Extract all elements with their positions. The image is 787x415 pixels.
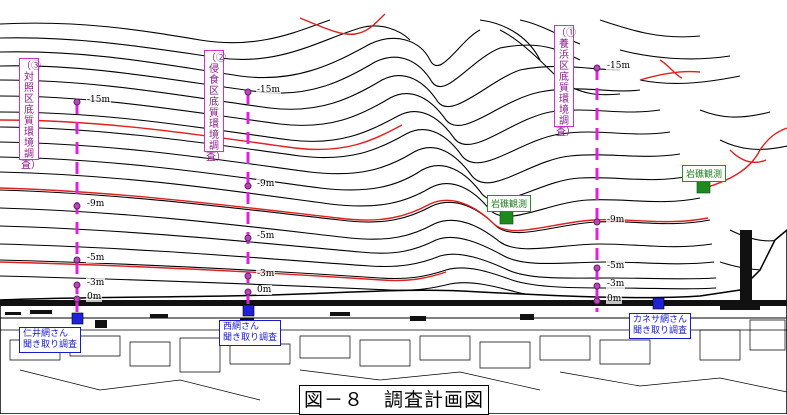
bathymetric-contours — [0, 19, 787, 300]
depth-label: -3m — [86, 278, 106, 288]
depth-label: -5m — [86, 253, 106, 263]
interview-name: カネサ網さん — [633, 315, 688, 325]
interview-type: 聞き取り調査 — [223, 333, 278, 343]
depth-label: -15m — [86, 95, 112, 105]
depth-label: -9m — [606, 215, 626, 225]
depth-label: -3m — [606, 279, 626, 289]
depth-label: -15m — [256, 85, 282, 95]
depth-label: 0m — [256, 285, 273, 295]
depth-label: 0m — [606, 294, 623, 304]
interview-type: 聞き取り調査 — [23, 340, 78, 350]
depth-label: -3m — [256, 269, 276, 279]
transect-label-nourishment: （①養浜区底質環境調査） — [554, 25, 576, 138]
depth-label: -5m — [256, 231, 276, 241]
transect-label-erosion: （②侵食区底質環境調査） — [204, 50, 226, 163]
reef-observation-label: 岩礁観測 — [682, 165, 727, 182]
depth-label: -5m — [606, 261, 626, 271]
highlight-contours — [0, 13, 787, 282]
depth-points — [73, 64, 601, 305]
interview-name: 西網さん — [223, 322, 260, 332]
interview-label-nishi: 西網さん 聞き取り調査 — [219, 320, 282, 346]
interview-markers — [71, 297, 665, 325]
transect-label-control: （③対照区底質環境調査） — [19, 58, 41, 171]
reef-observation-label: 岩礁観測 — [487, 195, 532, 212]
reef-markers — [499, 179, 711, 225]
interview-label-kanesa: カネサ網さん 聞き取り調査 — [629, 313, 692, 339]
depth-label: 0m — [86, 292, 103, 302]
interview-label-nii: 仁井網さん 聞き取り調査 — [19, 327, 82, 353]
depth-label: -9m — [256, 179, 276, 189]
depth-label: -9m — [86, 199, 106, 209]
figure-caption: 図－８ 調査計画図 — [299, 385, 489, 415]
depth-label: -15m — [606, 61, 632, 71]
interview-name: 仁井網さん — [23, 329, 69, 339]
interview-type: 聞き取り調査 — [633, 326, 688, 336]
coastal-land — [0, 229, 787, 414]
